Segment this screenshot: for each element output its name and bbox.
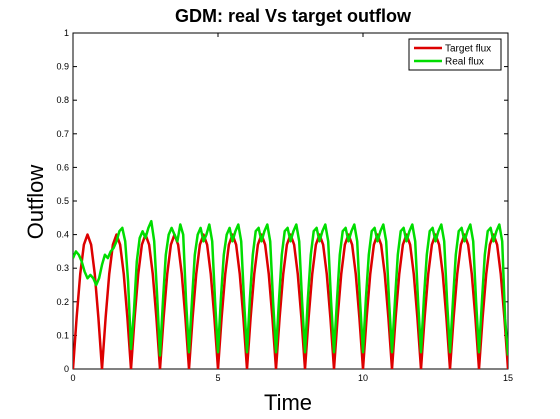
x-tick-label: 0	[70, 373, 75, 383]
y-tick-label: 0.4	[56, 230, 69, 240]
series-group	[73, 219, 508, 369]
legend: Target flux Real flux	[408, 38, 502, 71]
y-tick-label: 0.7	[56, 129, 69, 139]
chart-title: GDM: real Vs target outflow	[175, 6, 412, 26]
x-tick-label: 15	[503, 373, 513, 383]
legend-entry-label: Target flux	[445, 44, 491, 55]
plot-area: 00.10.20.30.40.50.60.70.80.910 5 10 15Targe…	[56, 28, 513, 383]
legend-box	[408, 38, 502, 71]
legend-entry-label: Real flux	[445, 57, 484, 68]
series-line-real-flux	[73, 219, 508, 357]
y-tick-label: 0.8	[56, 95, 69, 105]
y-tick-label: 1	[64, 28, 69, 38]
y-tick-label: 0.6	[56, 162, 69, 172]
y-tick-label: 0.3	[56, 263, 69, 273]
x-tick-label: 10	[358, 373, 368, 383]
y-tick-label: 0	[64, 364, 69, 374]
y-axis-label: Outflow	[23, 165, 48, 240]
y-tick-label: 0.2	[56, 297, 69, 307]
y-tick-label: 0.1	[56, 330, 69, 340]
x-tick-label: 5	[215, 373, 220, 383]
axes-box	[72, 32, 509, 370]
y-tick-label: 0.9	[56, 62, 69, 72]
y-tick-label: 0.5	[56, 196, 69, 206]
x-axis-label: Time	[264, 390, 312, 415]
